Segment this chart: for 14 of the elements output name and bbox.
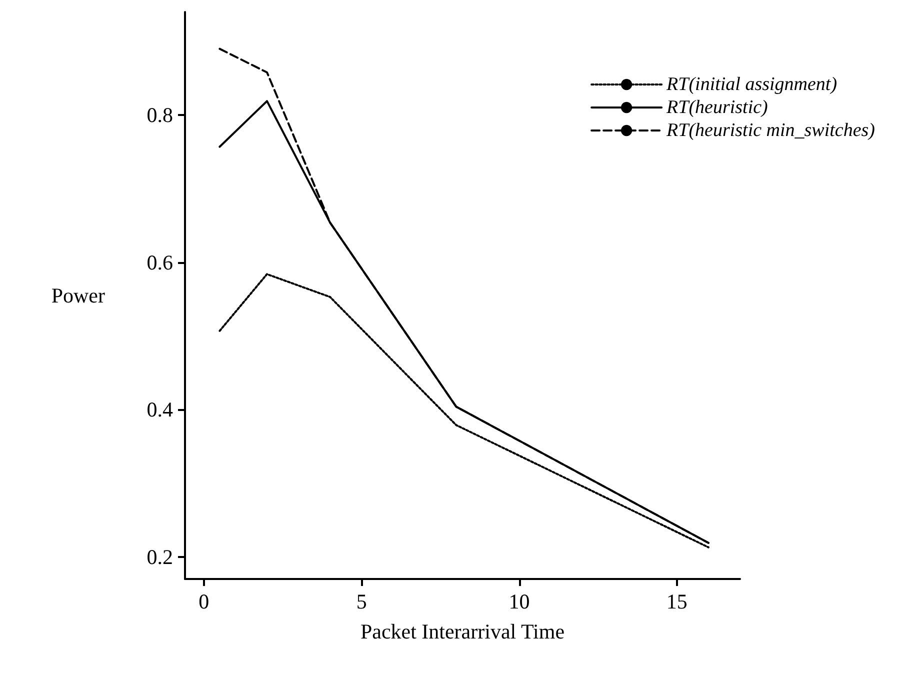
y-tick-label: 0.2 (146, 544, 173, 569)
y-tick-label: 0.6 (146, 250, 173, 274)
legend-label: RT(heuristic) (666, 97, 768, 118)
y-tick-label: 0.8 (146, 103, 173, 128)
x-tick-label: 5 (356, 590, 367, 614)
x-axis-title: Packet Interarrival Time (360, 620, 565, 644)
y-axis-title: Power (51, 284, 105, 308)
legend-label: RT(initial assignment) (666, 74, 838, 95)
x-tick-label: 15 (666, 590, 688, 614)
line-series (218, 273, 710, 548)
legend-label: RT(heuristic min_switches) (666, 120, 875, 141)
y-tick-label: 0.4 (146, 398, 174, 422)
x-tick-label: 10 (508, 590, 530, 614)
x-tick-label: 0 (198, 590, 210, 614)
